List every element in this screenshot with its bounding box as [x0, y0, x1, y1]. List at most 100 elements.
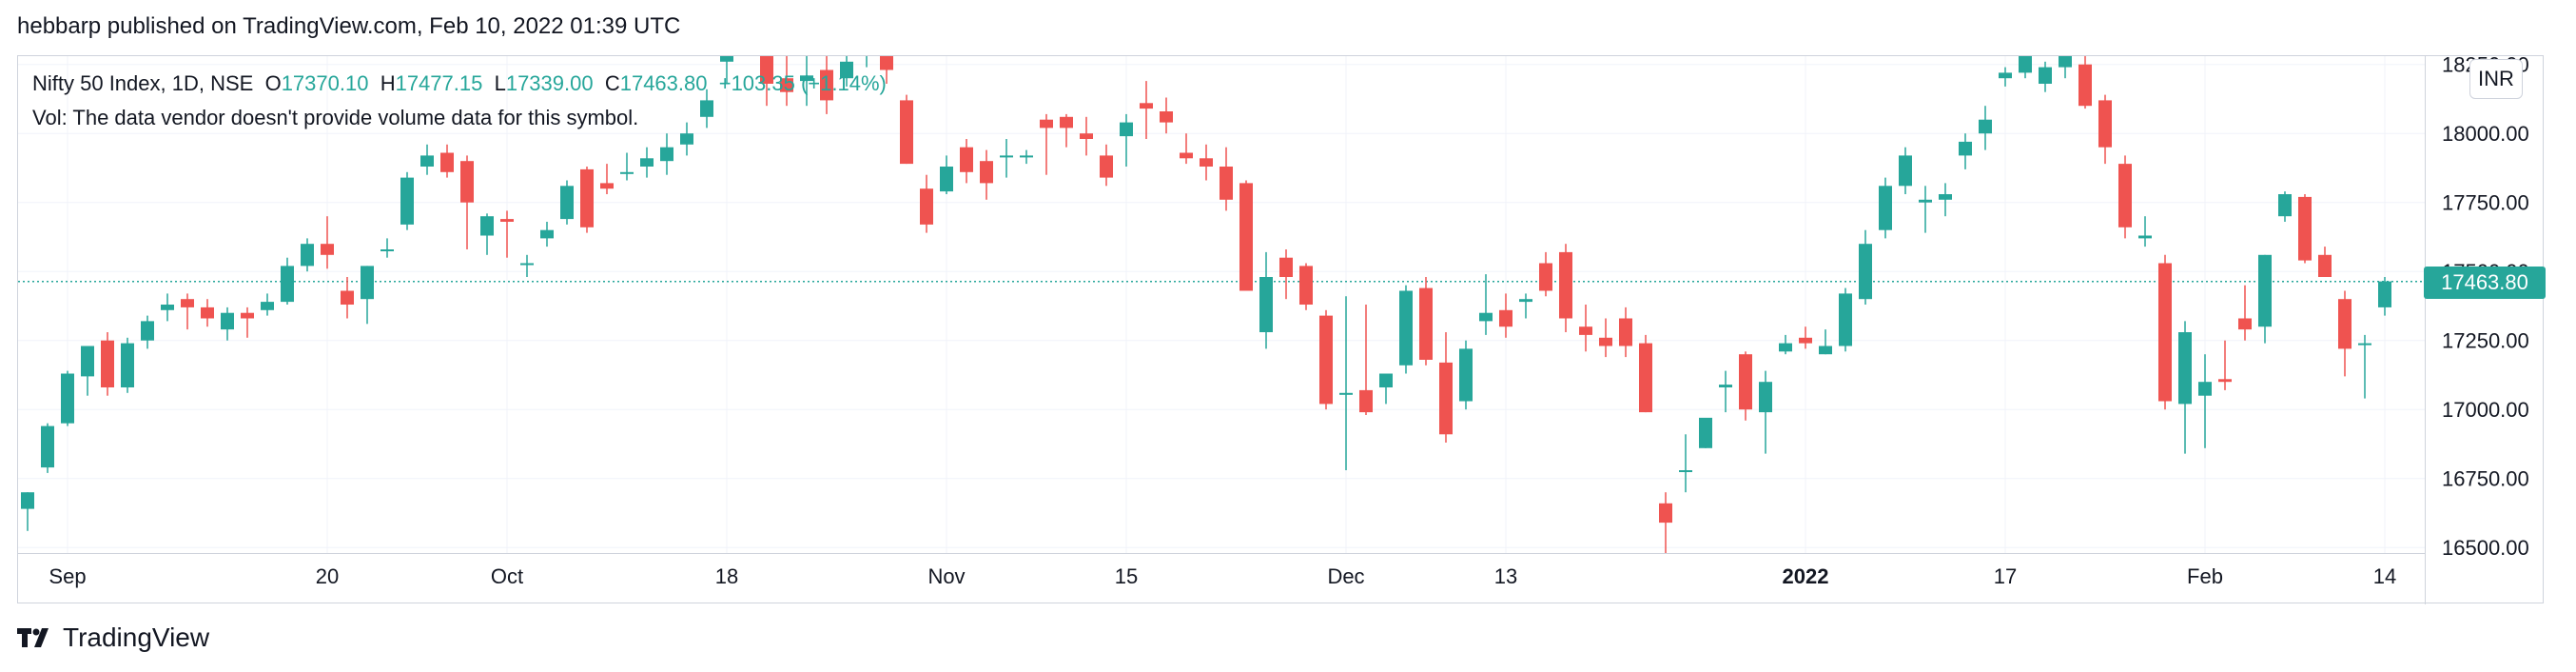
candle-down	[1799, 326, 1812, 349]
candle-body	[420, 155, 434, 167]
candle-body	[520, 263, 534, 266]
candle-body	[1839, 293, 1852, 346]
candle-body	[2039, 67, 2052, 84]
candle-body	[1519, 299, 1532, 303]
candle-up	[1339, 296, 1353, 470]
candle-body	[1659, 503, 1672, 524]
candle-up	[221, 306, 234, 341]
candle-body	[321, 244, 334, 255]
candle-up	[1719, 370, 1732, 413]
candle-body	[620, 171, 634, 174]
candle-up	[2258, 254, 2272, 344]
candle-up	[2358, 334, 2371, 399]
candle-body	[1220, 167, 1233, 200]
candle-body	[1599, 337, 1612, 346]
candle-body	[1060, 116, 1073, 128]
last-price-tag: 17463.80	[2424, 267, 2546, 299]
candlestick-chart[interactable]: 16500.0016750.0017000.0017250.0017500.00…	[18, 56, 2545, 604]
candle-down	[2078, 56, 2092, 109]
candle-up	[81, 346, 94, 396]
candle-body	[1999, 72, 2012, 79]
candle-body	[301, 244, 314, 267]
candle-body	[1160, 111, 1173, 123]
candle-up	[1979, 106, 1992, 150]
candle-body	[261, 302, 274, 310]
candle-up	[141, 315, 154, 349]
candle-up	[301, 238, 314, 272]
candle-body	[480, 216, 494, 236]
candle-body	[1439, 362, 1453, 435]
price-axis: 16500.0016750.0017000.0017250.0017500.00…	[2442, 56, 2529, 560]
candle-down	[1619, 306, 1632, 358]
candle-body	[760, 56, 773, 84]
price-tick-label: 17750.00	[2442, 191, 2529, 215]
candle-down	[920, 174, 933, 233]
candle-body	[1080, 133, 1093, 139]
candle-down	[1639, 334, 1652, 413]
candle-down	[1659, 492, 1672, 553]
candle-down	[2318, 247, 2332, 277]
candle-body	[1499, 309, 1512, 327]
candle-body	[640, 158, 654, 167]
candle-body	[2198, 382, 2212, 396]
candle-body	[540, 229, 554, 239]
candle-body	[780, 78, 793, 92]
candle-body	[81, 346, 94, 377]
low-label: L	[494, 71, 506, 95]
candle-body	[720, 56, 733, 62]
candle-body	[980, 161, 993, 184]
symbol-label[interactable]: Nifty 50 Index, 1D, NSE	[32, 71, 254, 95]
price-tick-label: 16750.00	[2442, 467, 2529, 491]
candle-up	[1020, 149, 1033, 165]
candle-body	[1379, 373, 1393, 387]
candle-body	[2059, 56, 2072, 68]
candle-down	[321, 216, 334, 269]
price-tick-label: 18000.00	[2442, 122, 2529, 146]
candle-body	[1679, 470, 1692, 472]
currency-button[interactable]: INR	[2469, 59, 2523, 99]
candle-body	[1979, 119, 1992, 134]
candle-body	[2338, 299, 2352, 349]
candle-up	[2138, 216, 2152, 247]
time-tick-label: Feb	[2187, 564, 2223, 588]
candle-body	[1699, 417, 1712, 448]
candle-body	[1619, 318, 1632, 346]
time-tick-label: 20	[316, 564, 339, 588]
candle-body	[241, 312, 254, 319]
candle-body	[900, 100, 913, 165]
candle-body	[1339, 392, 1353, 395]
candle-body	[680, 133, 693, 145]
candle-down	[1499, 293, 1512, 338]
candle-body	[2378, 281, 2391, 307]
candle-body	[660, 147, 673, 162]
candle-body	[880, 56, 893, 70]
candle-body	[2238, 318, 2252, 330]
close-value: 17463.80	[619, 71, 708, 95]
time-tick-label: 13	[1494, 564, 1517, 588]
candle-up	[1859, 229, 1872, 305]
candle-down	[1319, 309, 1333, 410]
price-tick-label: 17000.00	[2442, 398, 2529, 422]
candle-body	[600, 183, 614, 189]
candle-body	[1859, 244, 1872, 300]
footer-brand[interactable]: TradingView	[17, 623, 209, 653]
time-axis: Sep 20 Oct 18 Nov 15 Dec 13 2022 17 Feb 14	[49, 564, 2396, 588]
candle-body	[1959, 141, 1972, 156]
candle-down	[201, 299, 214, 327]
candle-up	[680, 122, 693, 156]
candle-up	[1879, 177, 1892, 239]
candle-body	[2098, 100, 2112, 148]
candle-body	[1779, 343, 1792, 352]
candle-down	[1060, 113, 1073, 148]
candle-down	[1359, 305, 1373, 415]
candle-body	[2138, 235, 2152, 239]
grid-lines	[18, 56, 2425, 553]
time-tick-label: Nov	[927, 564, 965, 588]
candle-body	[101, 340, 114, 387]
candle-up	[381, 238, 394, 258]
candle-down	[580, 167, 594, 233]
open-label: O	[264, 71, 282, 95]
candle-up	[41, 423, 54, 473]
candle-up	[1959, 133, 1972, 169]
time-tick-label: 14	[2373, 564, 2396, 588]
